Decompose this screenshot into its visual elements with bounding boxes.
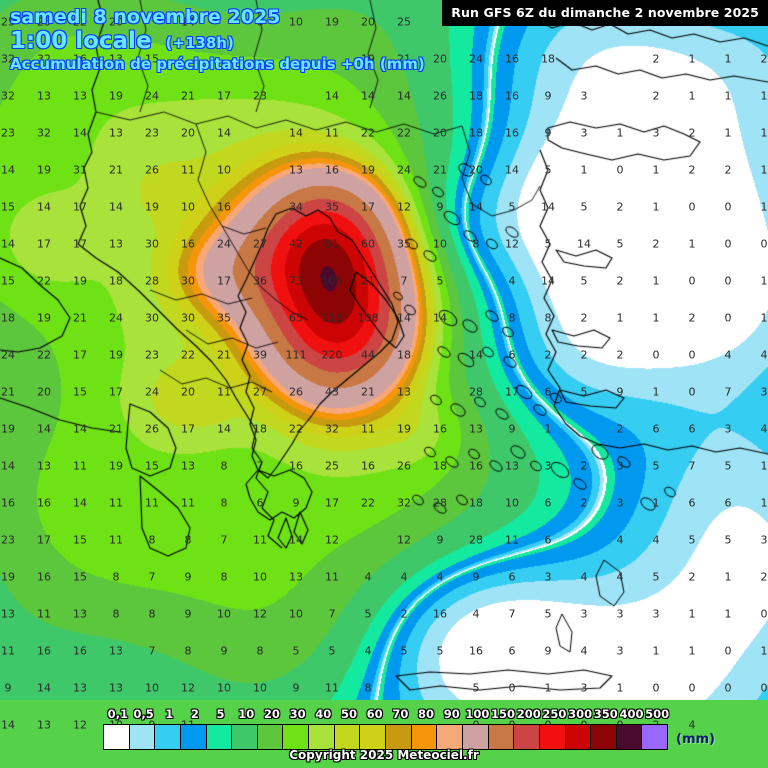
legend-tick: 10 [238,707,255,721]
legend-tick-labels: 0,1 0,5 1 2 5 10 20 30 40 50 60 70 80 90 100 150 200 250 3… [0,707,768,725]
legend-tick: 50 [340,707,357,721]
legend-swatch [386,725,412,749]
legend-unit-label: (mm) [676,732,715,747]
legend-swatch [360,725,387,749]
legend-tick: 90 [443,707,460,721]
color-scale-legend: 0,1 0,5 1 2 5 10 20 30 40 50 60 70 80 90 100 150 200 250 3… [0,700,768,768]
legend-tick: 1 [165,707,174,721]
legend-tick: 2 [190,707,199,721]
legend-swatch [437,725,463,749]
legend-tick: 150 [491,707,516,721]
legend-tick: 80 [418,707,435,721]
legend-swatch [411,725,438,749]
legend-swatch [104,725,130,749]
legend-tick: 70 [392,707,409,721]
legend-swatch [514,725,540,749]
copyright-notice: Copyright 2025 Meteociel.fr [289,748,479,762]
legend-swatch [283,725,310,749]
legend-swatch [155,725,181,749]
legend-swatch [232,725,258,749]
legend-tick: 0,5 [133,707,154,721]
legend-swatch [642,725,668,749]
legend-swatch [180,725,207,749]
legend-swatch [565,725,592,749]
legend-swatch [129,725,156,749]
legend-tick: 350 [593,707,618,721]
legend-swatch [334,725,361,749]
legend-tick: 60 [366,707,383,721]
legend-tick: 40 [315,707,332,721]
model-run-banner: Run GFS 6Z du dimanche 2 novembre 2025 [442,0,768,26]
legend-tick: 5 [216,707,225,721]
legend-tick: 30 [289,707,306,721]
legend-swatch [539,725,566,749]
legend-tick: 20 [263,707,280,721]
legend-swatch [206,725,233,749]
legend-tick: 500 [645,707,670,721]
legend-tick: 250 [542,707,567,721]
legend-swatch [309,725,335,749]
precipitation-map[interactable] [0,0,768,700]
legend-swatch [616,725,643,749]
legend-color-bar[interactable] [103,724,668,750]
legend-tick: 200 [516,707,541,721]
legend-swatch [257,725,284,749]
legend-swatch [591,725,617,749]
legend-tick: 100 [465,707,490,721]
legend-tick: 0,1 [107,707,129,721]
legend-tick: 400 [619,707,644,721]
legend-tick: 300 [568,707,593,721]
legend-swatch [488,725,515,749]
legend-swatch [462,725,489,749]
